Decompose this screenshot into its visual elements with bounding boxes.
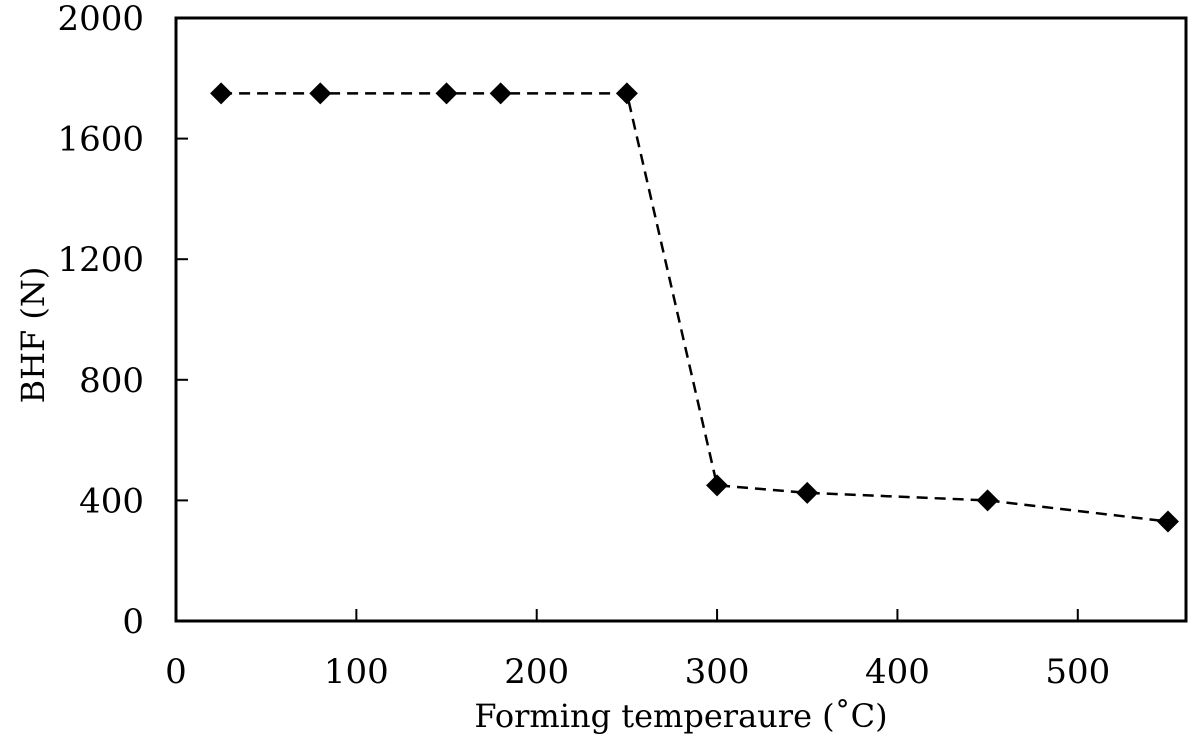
- data-point-marker: [976, 489, 999, 512]
- y-axis-title: BHF (N): [14, 267, 52, 404]
- x-tick-label: 300: [685, 652, 750, 692]
- x-tick-label: 500: [1045, 652, 1110, 692]
- data-point-marker: [210, 82, 233, 105]
- y-tick-label: 1600: [57, 120, 144, 160]
- x-tick-label: 200: [504, 652, 569, 692]
- data-point-marker: [1156, 510, 1179, 533]
- x-tick-label: 0: [165, 652, 187, 692]
- x-tick-label: 100: [324, 652, 389, 692]
- y-tick-label: 1200: [57, 240, 144, 280]
- y-tick-label: 400: [79, 481, 144, 521]
- series-line-group: [221, 92, 1169, 523]
- data-point-marker: [489, 82, 512, 105]
- x-axis-ticks: 0 100 200 300 400 500: [165, 609, 1110, 692]
- series-marker-group: [210, 82, 1179, 533]
- y-tick-label: 800: [79, 361, 144, 401]
- data-point-marker: [796, 481, 819, 504]
- data-point-marker: [706, 474, 729, 497]
- plot-area-frame: [174, 16, 1188, 623]
- data-point-marker: [615, 82, 638, 105]
- data-point-marker: [309, 82, 332, 105]
- series-line: [221, 92, 1169, 523]
- data-point-marker: [435, 82, 458, 105]
- x-tick-label: 400: [865, 652, 930, 692]
- y-axis-ticks: 0 400 800 1200 1600 2000: [57, 0, 188, 642]
- x-axis-title: Forming temperaure (˚C): [474, 697, 887, 735]
- y-tick-label: 0: [122, 602, 144, 642]
- y-tick-label: 2000: [57, 0, 144, 39]
